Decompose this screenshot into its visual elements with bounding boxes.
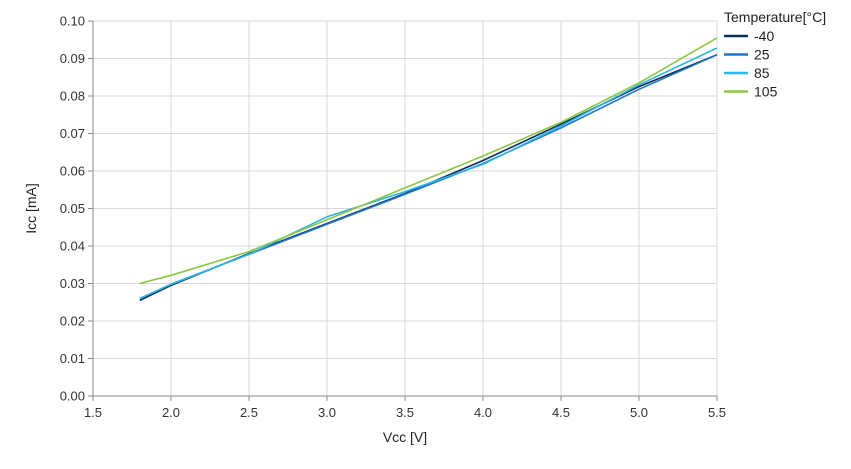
x-tick-label: 4.0 — [474, 405, 492, 420]
series-line-3 — [139, 37, 718, 285]
x-tick-label: 2.0 — [162, 405, 180, 420]
y-tick-label: 0.02 — [60, 314, 85, 329]
y-tick-label: 0.07 — [60, 126, 85, 141]
x-tick-label: 1.5 — [84, 405, 102, 420]
y-tick-label: 0.10 — [60, 14, 85, 29]
x-tick-label: 2.5 — [240, 405, 258, 420]
legend-label-1: 25 — [754, 47, 770, 63]
x-tick-label: 3.0 — [318, 405, 336, 420]
y-axis-ticks: 0.00 0.01 0.02 0.03 0.04 0.05 0.06 0.07 0.08 0.09… — [60, 14, 93, 404]
y-tick-label: 0.08 — [60, 89, 85, 104]
y-tick-label: 0.05 — [60, 201, 85, 216]
y-tick-label: 0.04 — [60, 239, 85, 254]
x-axis-ticks: 1.5 2.0 2.5 3.0 3.5 4.0 4.5 5.0 5.5 — [84, 396, 726, 420]
y-axis-label: Icc [mA] — [23, 183, 39, 234]
x-tick-label: 5.5 — [708, 405, 726, 420]
legend: Temperature[°C] -40 25 85 105 — [724, 9, 826, 100]
x-tick-label: 4.5 — [552, 405, 570, 420]
y-tick-label: 0.03 — [60, 276, 85, 291]
x-tick-label: 5.0 — [630, 405, 648, 420]
y-tick-label: 0.09 — [60, 51, 85, 66]
legend-label-0: -40 — [754, 28, 774, 44]
y-tick-label: 0.01 — [60, 351, 85, 366]
legend-title: Temperature[°C] — [724, 9, 826, 25]
y-tick-label: 0.06 — [60, 164, 85, 179]
y-tick-label: 0.00 — [60, 389, 85, 404]
x-axis-label: Vcc [V] — [383, 429, 427, 445]
legend-label-3: 105 — [754, 84, 778, 100]
x-tick-label: 3.5 — [396, 405, 414, 420]
grid — [92, 20, 718, 397]
series-lines — [139, 37, 718, 302]
series-line-2 — [139, 47, 718, 300]
legend-label-2: 85 — [754, 65, 770, 81]
